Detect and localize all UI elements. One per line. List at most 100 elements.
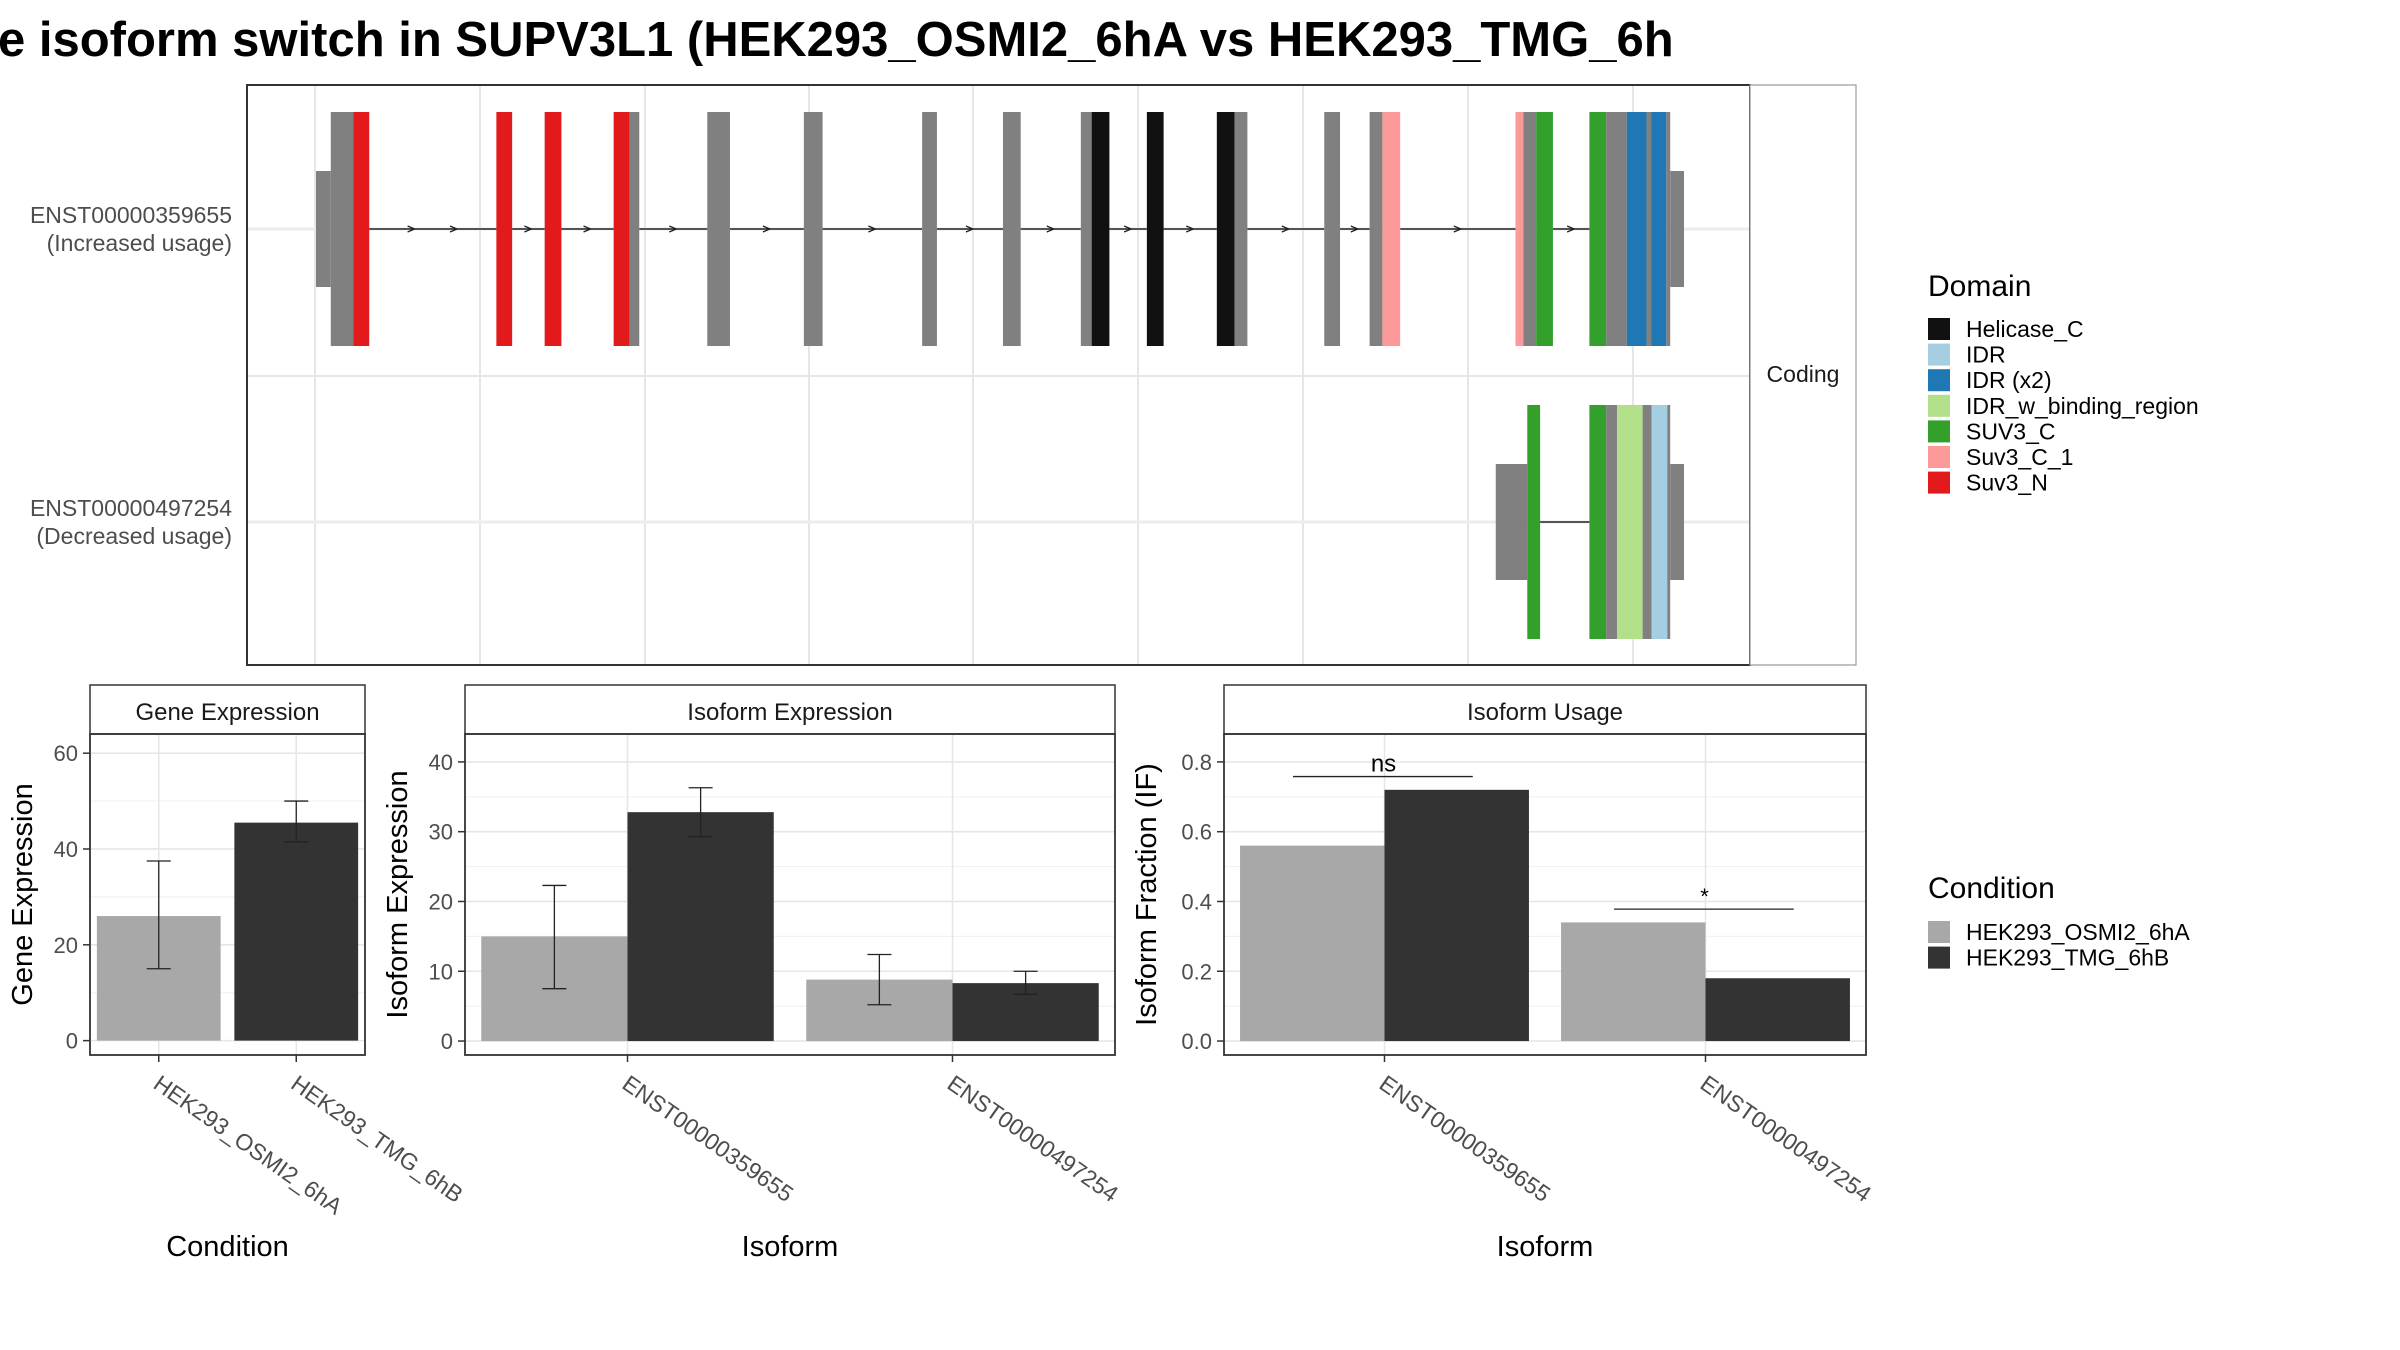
domain-helicase-c-segment: [1216, 112, 1235, 346]
exon-segment: [1667, 405, 1671, 639]
transcript-tracks: [316, 112, 1685, 639]
strand-arrow: [407, 225, 417, 233]
exon-segment: [1324, 112, 1341, 346]
exon-segment: [330, 112, 354, 346]
exon-segment: [1646, 112, 1652, 346]
domain-suv3-c-1-segment: [1515, 112, 1524, 346]
legend-label-idr-w-binding-region: IDR_w_binding_region: [1966, 393, 2199, 419]
strand-arrow: [1453, 225, 1463, 233]
x-tick-label: ENST00000497254: [943, 1070, 1124, 1207]
chart-border: [1223, 733, 1867, 1056]
transcript-labels: ENST00000359655(Increased usage) ENST0000…: [30, 202, 232, 549]
y-tick-label: 40: [54, 837, 78, 862]
y-axis-title: Isoform Fraction (IF): [1131, 763, 1163, 1026]
strand-arrow: [965, 225, 975, 233]
chart-border: [464, 733, 1116, 1056]
x-axis: ENST00000359655 ENST00000497254 Isoform: [1375, 1055, 1877, 1263]
strand-arrow: [1281, 225, 1291, 233]
strand-arrow: [1185, 225, 1195, 233]
legend-key-hek293-osmi2-6ha: [1928, 921, 1950, 943]
error-bars: [146, 800, 309, 970]
exon-segment: [1523, 112, 1537, 346]
y-axis: 0 20 40 60 Gene Expression: [7, 741, 90, 1054]
exon-segment: [1369, 112, 1383, 346]
domain-suv3-n-segment: [544, 112, 562, 346]
y-axis: 0 10 20 30 40 Isoform Expression: [382, 750, 465, 1054]
exon-segment: [1002, 112, 1021, 346]
exon-segment: [1666, 112, 1671, 346]
x-tick-label: ENST00000497254: [1696, 1070, 1877, 1207]
isoform-expression-chart: Isoform Expression 0 10 20 30 40 Isoform Expre…: [382, 684, 1124, 1263]
transcript-structure-panel: Coding ENST00000359655(Increased usage)E…: [30, 84, 1857, 666]
transcript-enst00000497254: [1495, 405, 1685, 639]
legend-label-suv3-c: SUV3_C: [1966, 418, 2055, 444]
chart-strip: [89, 684, 366, 735]
legend-label-hek293-tmg-6hb: HEK293_TMG_6hB: [1966, 945, 2169, 971]
domain-suv3-c-segment: [1536, 112, 1553, 346]
coding-strip-label: Coding: [1767, 361, 1840, 387]
significance-label: *: [1700, 884, 1709, 909]
legend-label-suv3-c-1: Suv3_C_1: [1966, 444, 2073, 470]
y-tick-label: 10: [429, 959, 453, 984]
chart-title: Isoform Usage: [1467, 699, 1623, 726]
y-tick-label: 60: [54, 741, 78, 766]
domain-idr-w-binding-region-segment: [1616, 405, 1643, 639]
strand-arrow: [583, 225, 593, 233]
significance-annotations: ns *: [1293, 751, 1794, 910]
legend-key-helicase-c: [1928, 318, 1950, 340]
y-tick-label: 30: [429, 820, 453, 845]
strand-arrow: [1350, 225, 1360, 233]
legend-key-suv3-c: [1928, 420, 1950, 443]
strand-arrow: [868, 225, 878, 233]
exon-segment: [1606, 405, 1617, 639]
x-axis-title: Condition: [166, 1231, 289, 1263]
y-tick-label: 0.8: [1181, 750, 1212, 775]
exon-segment: [1080, 112, 1092, 346]
exon-segment: [629, 112, 640, 346]
transcript-enst00000359655: [316, 112, 1685, 346]
domain-suv3-n-segment: [496, 112, 513, 346]
domain-helicase-c-segment: [1146, 112, 1164, 346]
domain-suv3-c-segment: [1527, 405, 1541, 639]
bar-hek293-osmi2-6ha: [1240, 845, 1385, 1042]
figure-title: e isoform switch in SUPV3L1 (HEK293_OSMI…: [0, 13, 1674, 67]
exon-segment: [1642, 405, 1652, 639]
strand-arrow: [1046, 225, 1056, 233]
exon-segment: [1606, 112, 1627, 346]
exon-segment: [1495, 464, 1528, 580]
chart-border: [89, 733, 366, 1056]
error-bars: [542, 787, 1038, 1006]
strand-arrow: [449, 225, 459, 233]
legend-key-suv3-n: [1928, 471, 1950, 494]
bar-hek293-osmi2-6ha: [1561, 922, 1706, 1042]
significance-label: ns: [1371, 751, 1396, 778]
y-tick-label: 20: [54, 933, 78, 958]
domain-idr-segment: [1651, 405, 1668, 639]
y-tick-label: 0.0: [1181, 1029, 1212, 1054]
domain-idr-x2-segment: [1651, 112, 1667, 346]
legend-key-idr-x2: [1928, 369, 1950, 392]
domain-suv3-c-segment: [1589, 112, 1607, 346]
domain-suv3-c-1-segment: [1382, 112, 1401, 346]
x-tick-label: ENST00000359655: [618, 1070, 798, 1207]
y-tick-label: 20: [429, 889, 453, 914]
y-axis-title: Gene Expression: [7, 783, 39, 1005]
exon-segment: [1670, 464, 1685, 580]
transcript-id-label: ENST00000497254: [30, 495, 232, 521]
domain-helicase-c-segment: [1091, 112, 1110, 346]
y-axis: 0.0 0.2 0.4 0.6 0.8 Isoform Fraction (IF): [1131, 750, 1224, 1054]
y-tick-label: 0.4: [1181, 889, 1212, 914]
x-axis-title: Isoform: [1497, 1231, 1594, 1263]
domain-idr-x2-segment: [1626, 112, 1647, 346]
exon-segment: [803, 112, 823, 346]
exon-segment: [922, 112, 937, 346]
y-tick-label: 0.2: [1181, 959, 1212, 984]
y-tick-label: 0: [441, 1029, 453, 1054]
bar-hek293-tmg-6hb: [1705, 978, 1850, 1042]
y-axis-title: Isoform Expression: [382, 770, 414, 1018]
transcript-id-label: ENST00000359655: [30, 202, 232, 228]
